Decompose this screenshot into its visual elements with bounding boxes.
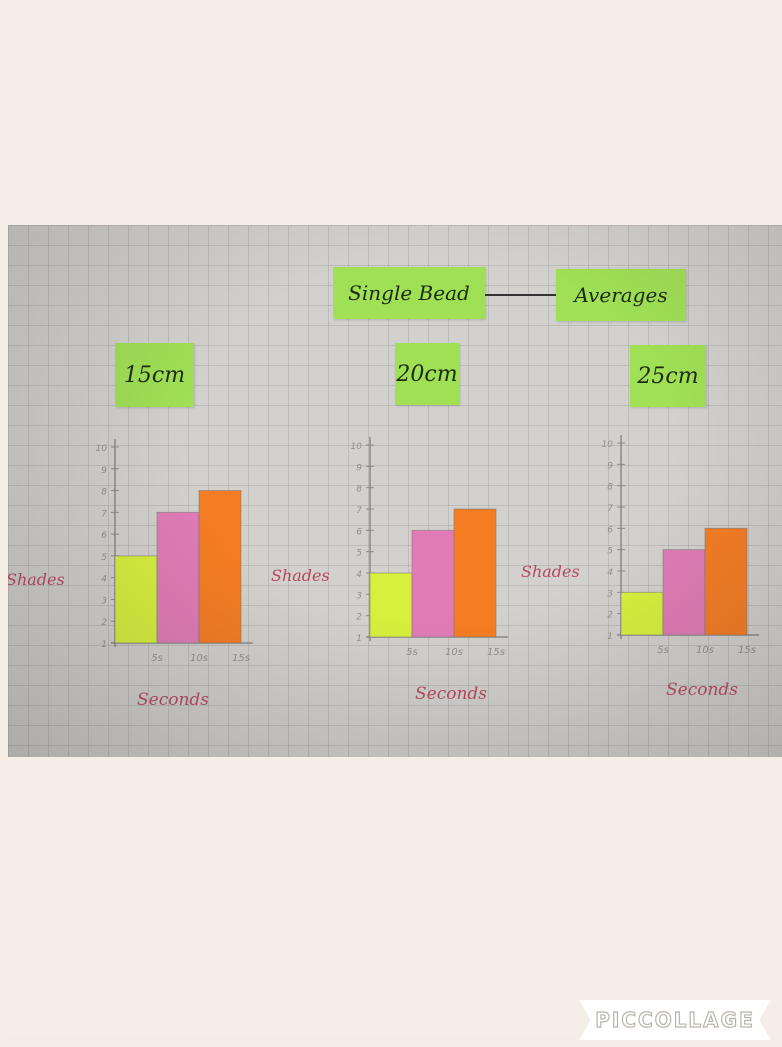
chart-title-note-15cm: 15cm <box>115 343 194 407</box>
bar-15s <box>453 508 497 638</box>
x-tick-label: 10s <box>190 653 208 664</box>
bar-10s <box>411 529 455 638</box>
y-tick-label: 2 <box>356 613 362 623</box>
y-tick-label: 4 <box>101 575 107 585</box>
y-tick-label: 5 <box>101 553 107 563</box>
chart-title-20cm: 20cm <box>396 361 458 387</box>
y-tick-label: 3 <box>101 596 107 606</box>
graph-paper-photo: Single Bead Averages 15cm 20cm 25cm 1 2 3 4… <box>8 225 782 757</box>
y-tick-label: 4 <box>607 568 613 578</box>
y-tick-label: 2 <box>607 611 613 621</box>
y-tick-label: 8 <box>607 483 613 493</box>
y-tick-label: 6 <box>101 531 107 541</box>
y-tick-label: 6 <box>356 527 362 537</box>
y-tick-label: 4 <box>356 570 362 580</box>
y-tick-label: 6 <box>607 525 613 535</box>
y-tick-label: 8 <box>101 488 107 498</box>
x-tick-label: 5s <box>151 653 163 664</box>
bar-15s <box>198 490 242 644</box>
title-note-averages: Averages <box>556 269 686 321</box>
x-axis-label: Seconds <box>415 684 487 704</box>
bar-5s <box>620 591 664 636</box>
y-tick-label: 9 <box>356 463 362 473</box>
chart-title-note-20cm: 20cm <box>395 343 459 405</box>
bar-10s <box>662 549 706 636</box>
y-axis-label: Shades <box>521 562 580 581</box>
y-axis-label: Shades <box>271 566 330 585</box>
y-tick-label: 10 <box>351 442 363 452</box>
y-axis-label: Shades <box>8 570 65 589</box>
y-tick-label: 5 <box>356 549 362 559</box>
bar-5s <box>114 555 158 644</box>
y-tick-label: 5 <box>607 547 613 557</box>
y-tick-label: 10 <box>602 440 614 450</box>
x-tick-label: 5s <box>406 647 418 658</box>
y-tick-label: 3 <box>356 591 362 601</box>
y-tick-label: 9 <box>101 466 107 476</box>
y-tick-label: 9 <box>607 461 613 471</box>
title-single-bead: Single Bead <box>348 281 470 305</box>
chart-title-25cm: 25cm <box>637 363 699 389</box>
y-tick-label: 7 <box>356 506 362 516</box>
x-tick-label: 15s <box>487 647 505 658</box>
bar-15s <box>704 527 748 636</box>
x-axis-label: Seconds <box>137 690 209 710</box>
y-tick-label: 10 <box>96 444 108 454</box>
x-tick-label: 5s <box>657 645 669 656</box>
y-tick-label: 8 <box>356 485 362 495</box>
x-axis-label: Seconds <box>666 680 738 700</box>
y-tick-label: 1 <box>101 640 107 650</box>
piccollage-logo-text: PICCOLLAGE <box>595 1007 755 1032</box>
title-averages: Averages <box>574 283 668 307</box>
x-tick-label: 10s <box>445 647 463 658</box>
piccollage-logo: PICCOLLAGE <box>579 1000 771 1040</box>
title-connector-line <box>485 294 556 296</box>
y-tick-label: 7 <box>101 509 107 519</box>
title-note-single-bead: Single Bead <box>333 267 485 319</box>
y-tick-label: 1 <box>356 634 362 644</box>
x-tick-label: 15s <box>232 653 250 664</box>
chart-title-note-25cm: 25cm <box>630 345 706 407</box>
y-tick-label: 3 <box>607 589 613 599</box>
chart-title-15cm: 15cm <box>123 362 186 388</box>
bar-5s <box>369 572 413 638</box>
y-tick-label: 1 <box>607 632 613 642</box>
y-tick-label: 2 <box>101 618 107 628</box>
y-tick-label: 7 <box>607 504 613 514</box>
x-tick-label: 15s <box>738 645 756 656</box>
bar-10s <box>156 511 200 644</box>
x-tick-label: 10s <box>696 645 714 656</box>
